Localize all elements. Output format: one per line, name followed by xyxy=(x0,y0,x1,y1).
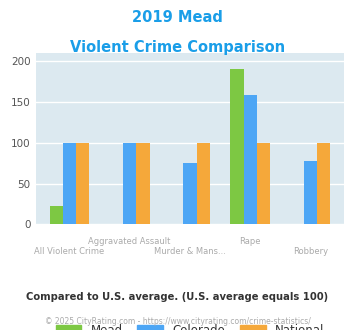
Bar xyxy=(244,95,257,224)
Text: Rape: Rape xyxy=(239,237,261,246)
Bar xyxy=(76,143,89,224)
Text: Violent Crime Comparison: Violent Crime Comparison xyxy=(70,40,285,54)
Bar xyxy=(50,206,63,224)
Text: Murder & Mans...: Murder & Mans... xyxy=(154,247,226,256)
Legend: Mead, Colorado, National: Mead, Colorado, National xyxy=(51,319,329,330)
Text: Robbery: Robbery xyxy=(293,247,328,256)
Bar xyxy=(317,143,330,224)
Bar xyxy=(257,143,270,224)
Bar xyxy=(183,163,197,224)
Text: Aggravated Assault: Aggravated Assault xyxy=(88,237,171,246)
Text: © 2025 CityRating.com - https://www.cityrating.com/crime-statistics/: © 2025 CityRating.com - https://www.city… xyxy=(45,317,310,326)
Bar xyxy=(63,143,76,224)
Bar xyxy=(136,143,149,224)
Bar xyxy=(304,161,317,224)
Text: All Violent Crime: All Violent Crime xyxy=(34,247,104,256)
Bar xyxy=(197,143,210,224)
Bar xyxy=(230,69,244,224)
Bar xyxy=(123,143,136,224)
Text: Compared to U.S. average. (U.S. average equals 100): Compared to U.S. average. (U.S. average … xyxy=(26,292,329,302)
Text: 2019 Mead: 2019 Mead xyxy=(132,10,223,25)
